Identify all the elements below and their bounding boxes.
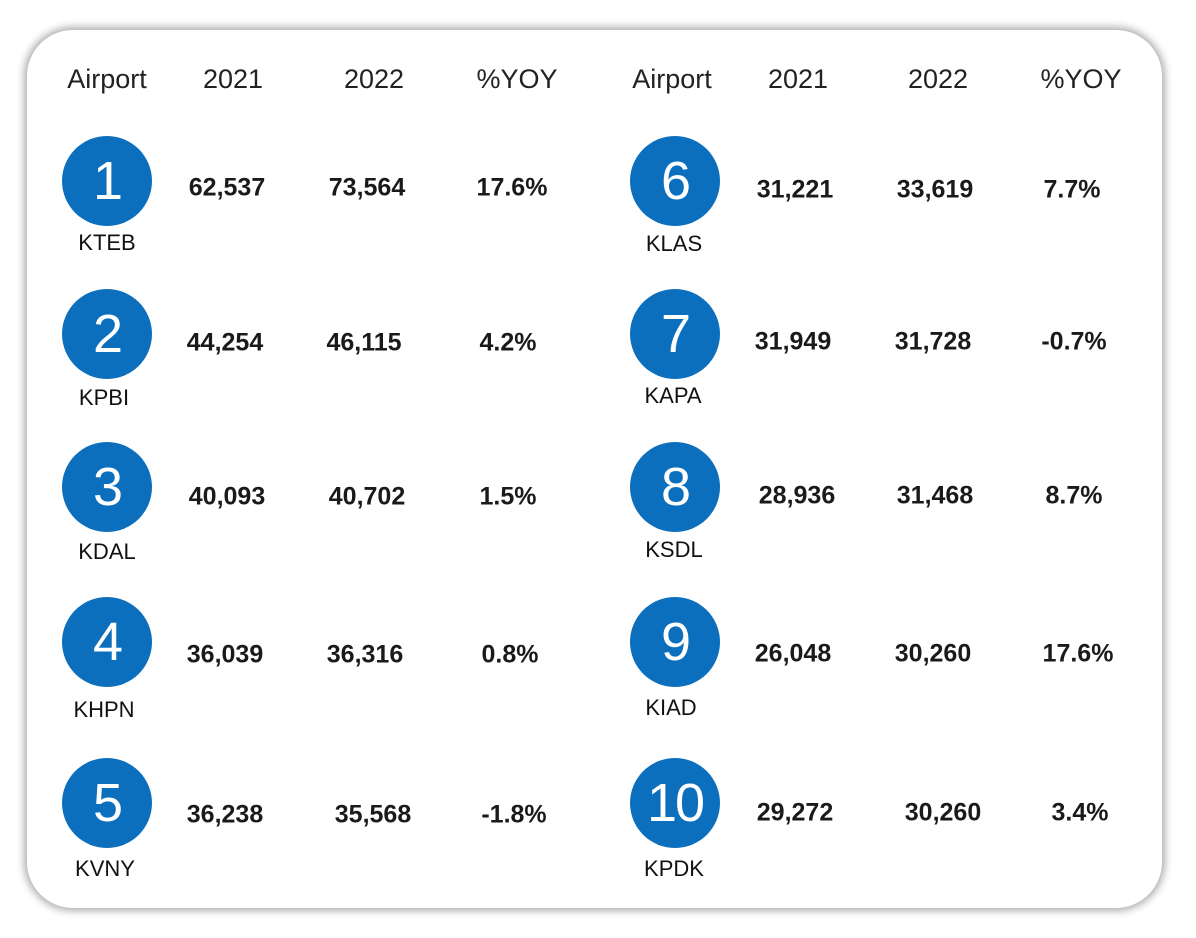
value-2021: 44,254	[186, 328, 264, 357]
value-2021: 31,221	[756, 175, 834, 204]
value-2022: 30,260	[894, 639, 972, 668]
value-2022: 36,316	[326, 640, 404, 669]
rank-badge: 6	[630, 136, 720, 226]
value-2022: 73,564	[328, 173, 406, 202]
value-yoy: 17.6%	[476, 173, 548, 202]
rank-badge: 2	[62, 289, 152, 379]
value-2021: 36,039	[186, 640, 264, 669]
rank-badge: 1	[62, 136, 152, 226]
value-2022: 46,115	[326, 328, 402, 357]
value-yoy: 8.7%	[1045, 481, 1103, 510]
header-airport-left: Airport	[67, 64, 147, 94]
header-airport-right: Airport	[632, 64, 712, 94]
value-2021: 62,537	[188, 173, 266, 202]
value-2022: 31,728	[894, 327, 972, 356]
header-yoy-right: %YOY	[1040, 64, 1122, 94]
airport-code: KVNY	[75, 856, 135, 881]
value-2022: 33,619	[896, 175, 974, 204]
value-2021: 28,936	[758, 481, 836, 510]
airport-code: KSDL	[645, 537, 703, 562]
rank-badge: 9	[630, 597, 720, 687]
value-yoy: 4.2%	[479, 328, 537, 357]
header-2021-right: 2021	[767, 64, 829, 94]
value-2021: 29,272	[756, 798, 834, 827]
value-2021: 31,949	[754, 327, 832, 356]
value-yoy: -0.7%	[1041, 327, 1107, 356]
value-2022: 31,468	[896, 481, 974, 510]
value-yoy: -1.8%	[481, 800, 547, 829]
header-2022-left: 2022	[343, 64, 405, 94]
airport-code: KAPA	[644, 383, 702, 408]
airport-code: KDAL	[78, 539, 136, 564]
value-2021: 40,093	[188, 482, 266, 511]
value-2021: 36,238	[186, 800, 264, 829]
value-yoy: 7.7%	[1043, 175, 1101, 204]
value-yoy: 17.6%	[1042, 639, 1114, 668]
rank-badge: 5	[62, 758, 152, 848]
value-yoy: 1.5%	[479, 482, 537, 511]
airport-code: KLAS	[645, 231, 703, 256]
rank-badge: 8	[630, 442, 720, 532]
value-yoy: 0.8%	[481, 640, 539, 669]
airport-code: KIAD	[645, 695, 697, 720]
ranking-card	[27, 30, 1162, 908]
airport-code: KPBI	[78, 385, 130, 410]
airport-code: KHPN	[73, 697, 135, 722]
header-2022-right: 2022	[907, 64, 969, 94]
airport-code: KTEB	[78, 230, 136, 255]
value-2022: 35,568	[334, 800, 412, 829]
rank-badge: 3	[62, 442, 152, 532]
airport-code: KPDK	[644, 856, 704, 881]
value-yoy: 3.4%	[1051, 798, 1109, 827]
rank-badge: 10	[630, 758, 720, 848]
value-2021: 26,048	[754, 639, 832, 668]
rank-badge: 4	[62, 597, 152, 687]
value-2022: 30,260	[904, 798, 982, 827]
value-2022: 40,702	[328, 482, 406, 511]
header-yoy-left: %YOY	[476, 64, 558, 94]
header-2021-left: 2021	[202, 64, 264, 94]
rank-badge: 7	[630, 289, 720, 379]
